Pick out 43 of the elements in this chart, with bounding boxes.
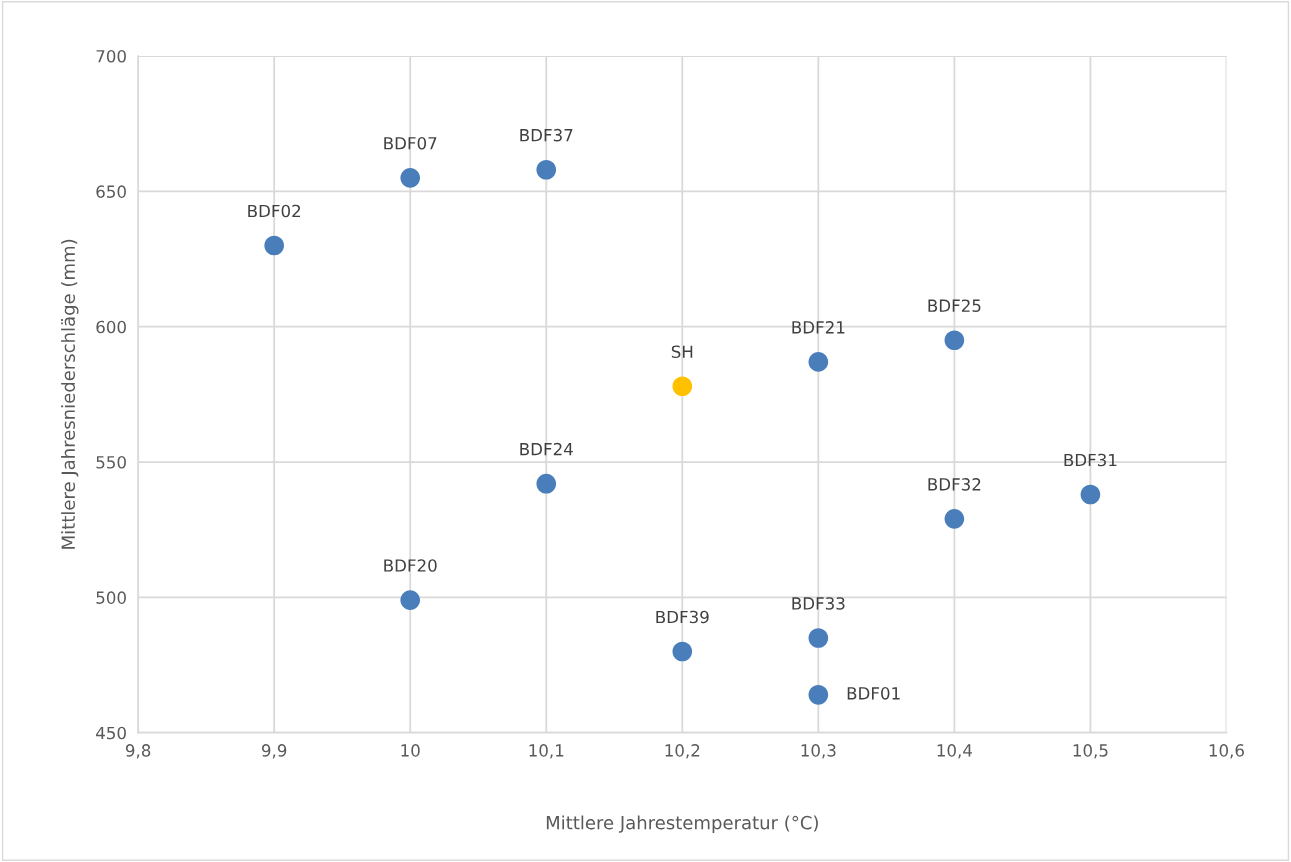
y-tick-label: 450 bbox=[96, 726, 126, 740]
annotation: BDF25 bbox=[928, 299, 981, 312]
point bbox=[536, 473, 557, 494]
y-tick-label: 700 bbox=[96, 49, 126, 63]
annotation: SH bbox=[671, 345, 693, 359]
x-tick-label: 9,8 bbox=[125, 744, 151, 759]
annotation: BDF39 bbox=[656, 610, 709, 624]
x-tick-label: 9,9 bbox=[261, 744, 287, 759]
y-tick-label: 500 bbox=[96, 591, 126, 604]
annotation: BDF02 bbox=[248, 204, 301, 218]
y-axis-title: Mittlere Jahresniederschläge (mm) bbox=[61, 239, 79, 549]
point bbox=[808, 628, 829, 648]
y-tick-label: 600 bbox=[96, 320, 126, 334]
x-tick-label: 10,5 bbox=[1073, 744, 1108, 759]
annotation: BDF20 bbox=[384, 559, 437, 572]
point bbox=[808, 684, 829, 705]
point bbox=[808, 352, 829, 372]
annotation: BDF21 bbox=[792, 321, 845, 334]
point bbox=[536, 159, 557, 180]
point bbox=[1080, 484, 1101, 505]
annotation: BDF32 bbox=[928, 478, 981, 491]
point bbox=[264, 235, 284, 256]
x-tick-label: 10,3 bbox=[801, 744, 836, 759]
x-tick-label: 10 bbox=[401, 744, 420, 757]
point bbox=[400, 590, 421, 610]
annotation: BDF37 bbox=[520, 128, 573, 142]
x-tick-label: 10,6 bbox=[1209, 744, 1244, 759]
annotation: BDF33 bbox=[792, 597, 845, 610]
y-tick-label: 550 bbox=[96, 455, 126, 469]
x-tick-label: 10,2 bbox=[665, 744, 700, 759]
x-tick-label: 10,4 bbox=[937, 744, 972, 759]
point bbox=[944, 330, 965, 351]
point bbox=[672, 641, 693, 662]
point bbox=[944, 509, 965, 529]
annotation: BDF31 bbox=[1064, 453, 1117, 467]
point bbox=[672, 376, 693, 397]
annotation: BDF07 bbox=[384, 136, 437, 150]
point bbox=[400, 168, 421, 188]
y-tick-label: 650 bbox=[96, 185, 126, 198]
annotation: BDF01 bbox=[847, 687, 900, 700]
x-tick-label: 10,1 bbox=[529, 744, 564, 759]
x-axis-title: Mittlere Jahrestemperatur (°C) bbox=[546, 815, 818, 833]
annotation: BDF24 bbox=[520, 442, 573, 456]
